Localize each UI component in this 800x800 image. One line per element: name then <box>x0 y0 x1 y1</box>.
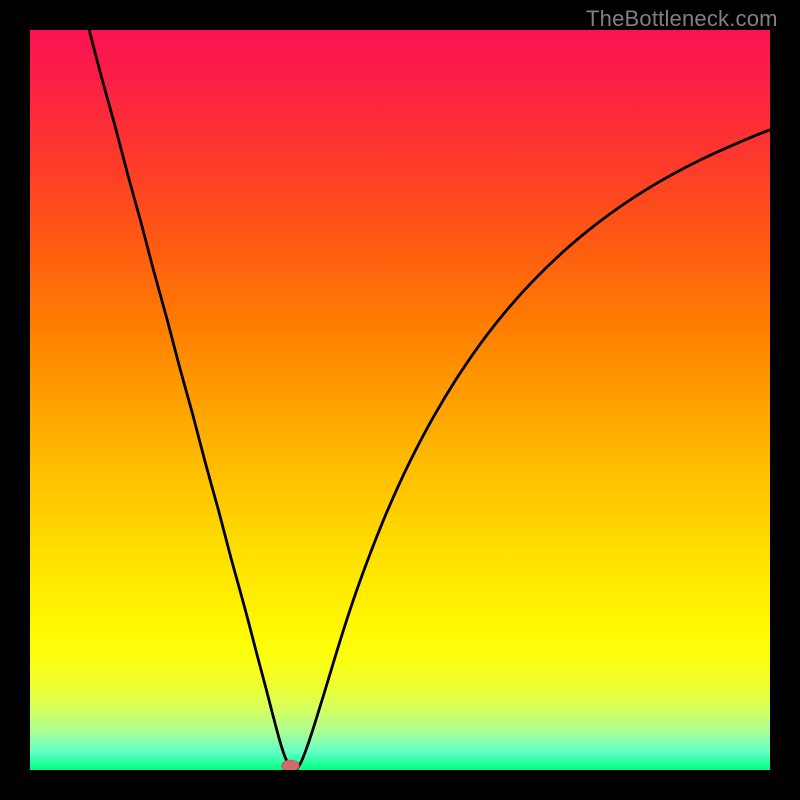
watermark-text: TheBottleneck.com <box>586 6 778 32</box>
chart-svg <box>30 30 770 770</box>
plot-area <box>30 30 770 770</box>
minimum-marker <box>282 760 300 770</box>
chart-background <box>30 30 770 770</box>
